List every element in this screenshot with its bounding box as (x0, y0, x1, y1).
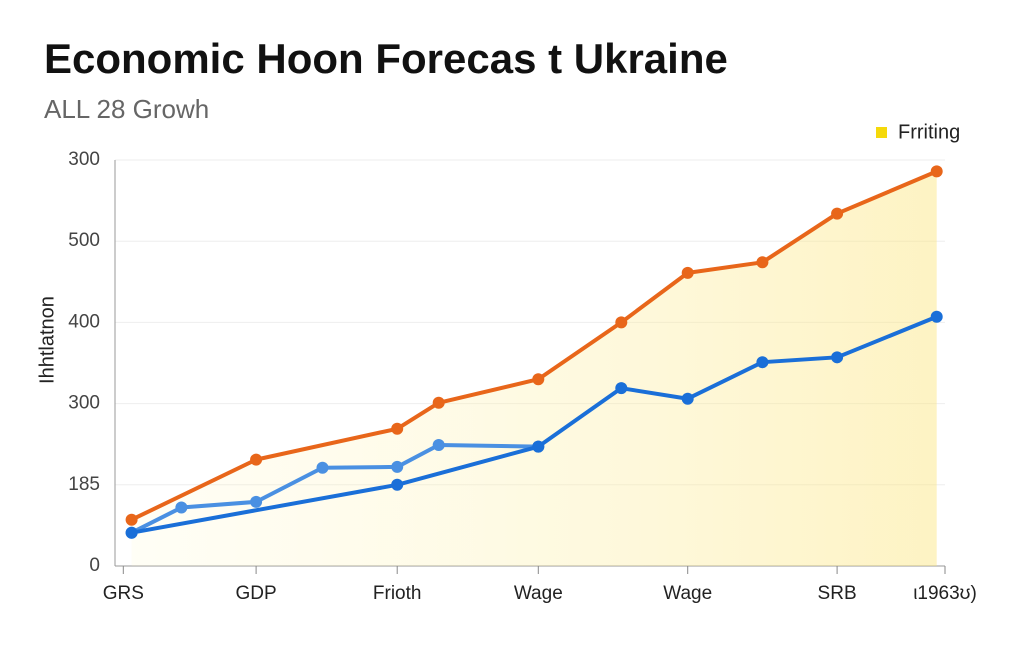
chart-title: Economic Hoon Forecas t Ukraine (44, 35, 728, 82)
x-tick-label: Frioth (373, 583, 422, 604)
y-tick-label: 300 (68, 393, 100, 414)
point (930, 310, 943, 323)
point (681, 392, 694, 405)
x-tick-label: Wage (663, 583, 712, 604)
y-tick-label: 0 (89, 555, 100, 576)
point (532, 440, 545, 453)
point (175, 501, 188, 514)
point (930, 165, 943, 178)
x-tick-label: GRS (103, 583, 144, 604)
y-tick-label: 300 (68, 149, 100, 170)
point (831, 351, 844, 364)
y-tick-label: 400 (68, 311, 100, 332)
point (831, 207, 844, 220)
point (125, 526, 138, 539)
point (250, 495, 263, 508)
point (391, 422, 404, 435)
y-axis-label: Ihhtlatnon (36, 296, 58, 384)
point (316, 461, 329, 474)
x-tick-label: Wage (514, 583, 563, 604)
series-line (130, 169, 938, 522)
point (250, 453, 263, 466)
chart-subtitle: ALL 28 Growh (44, 94, 209, 124)
area-fill (131, 171, 937, 567)
y-tick-label: 500 (68, 230, 100, 251)
series-line (131, 314, 938, 535)
point (756, 356, 769, 369)
point (432, 396, 445, 409)
point (532, 373, 545, 386)
x-tick-label: SRB (818, 583, 857, 604)
legend-swatch (876, 127, 887, 138)
point (391, 460, 404, 473)
point (615, 382, 628, 395)
point (125, 513, 138, 526)
x-tick-label: ι1963ʊ) (913, 583, 977, 604)
point (432, 439, 445, 452)
x-tick-label: GDP (236, 583, 277, 604)
point (615, 316, 628, 329)
point (756, 256, 769, 269)
legend-label: Frriting (898, 121, 960, 143)
y-tick-label: 185 (68, 474, 100, 495)
point (681, 266, 694, 279)
point (391, 478, 404, 491)
